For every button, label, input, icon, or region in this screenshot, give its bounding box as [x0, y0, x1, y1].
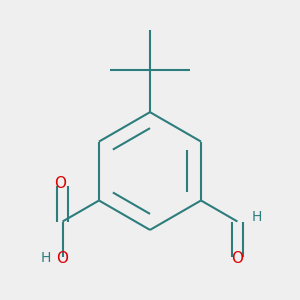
Text: H: H	[40, 251, 51, 265]
Text: H: H	[251, 210, 262, 224]
Text: O: O	[57, 251, 69, 266]
Text: O: O	[55, 176, 67, 191]
Text: O: O	[231, 251, 243, 266]
